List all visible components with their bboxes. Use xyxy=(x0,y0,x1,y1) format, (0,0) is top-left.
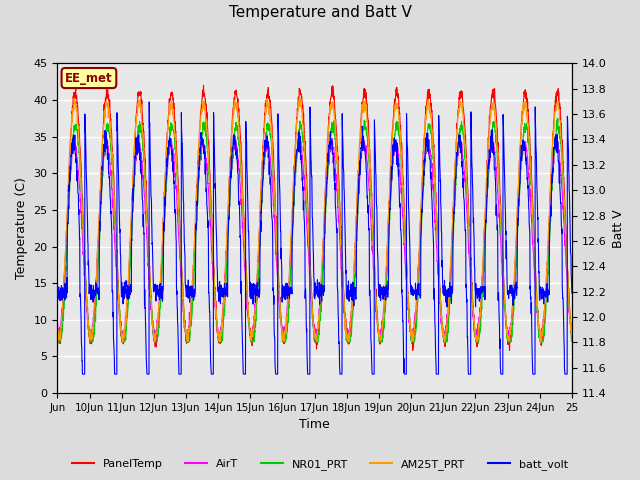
X-axis label: Time: Time xyxy=(300,419,330,432)
Y-axis label: Batt V: Batt V xyxy=(612,209,625,248)
Text: Temperature and Batt V: Temperature and Batt V xyxy=(228,5,412,20)
Text: EE_met: EE_met xyxy=(65,72,113,84)
Legend: PanelTemp, AirT, NR01_PRT, AM25T_PRT, batt_volt: PanelTemp, AirT, NR01_PRT, AM25T_PRT, ba… xyxy=(68,455,572,474)
Y-axis label: Temperature (C): Temperature (C) xyxy=(15,177,28,279)
